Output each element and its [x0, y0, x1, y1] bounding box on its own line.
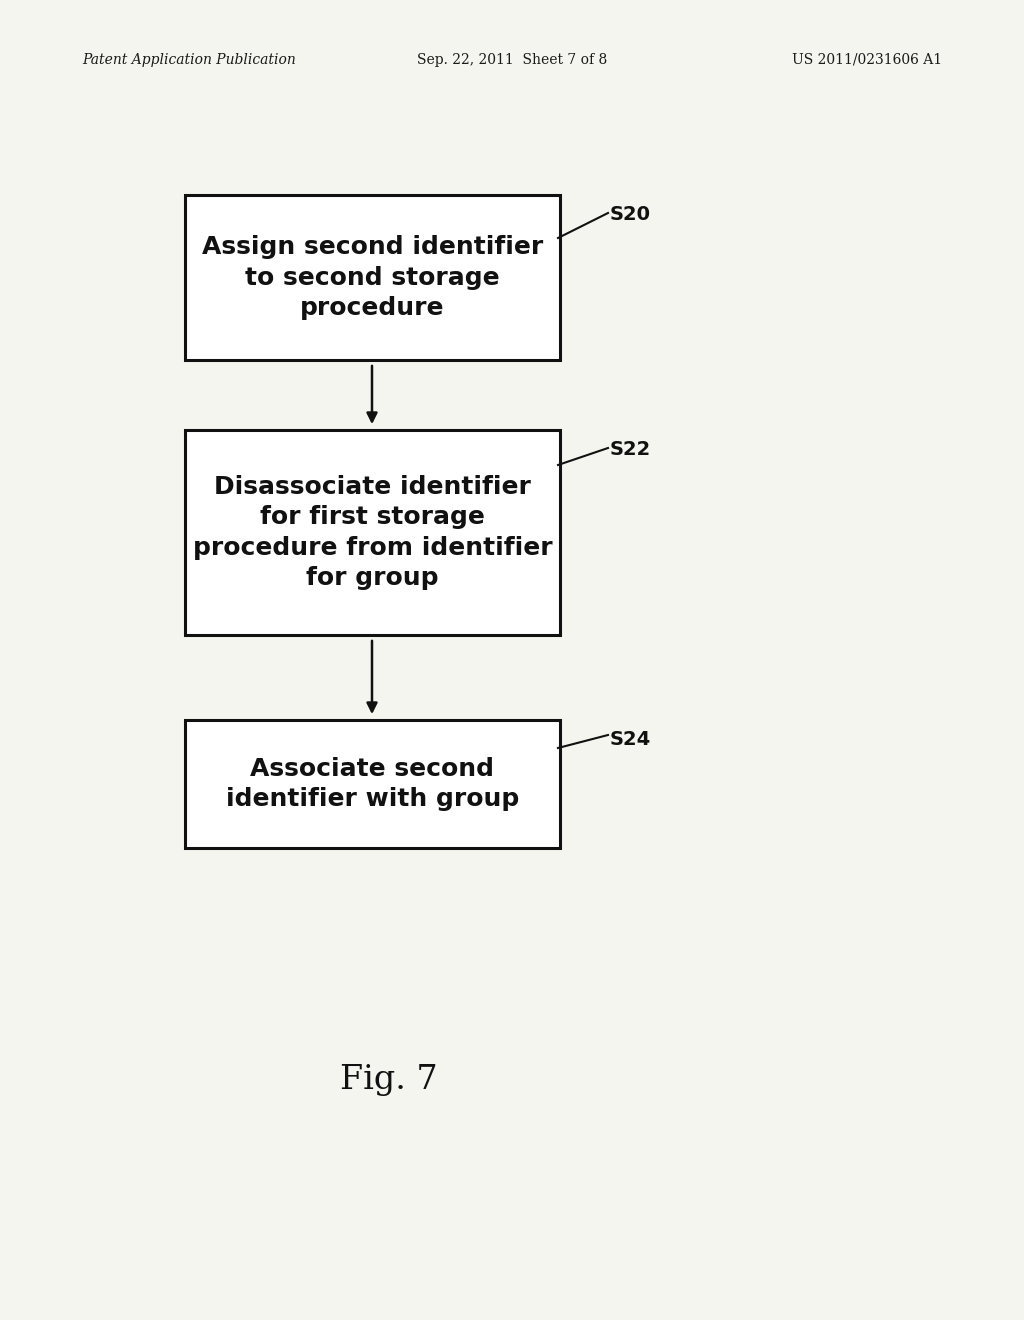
Text: S22: S22 [610, 440, 651, 459]
Text: Patent Application Publication: Patent Application Publication [82, 53, 296, 67]
Text: Assign second identifier
to second storage
procedure: Assign second identifier to second stora… [202, 235, 543, 321]
Bar [185, 719, 560, 847]
Bar [185, 195, 560, 360]
Bar [185, 430, 560, 635]
Text: S24: S24 [610, 730, 651, 748]
Text: S20: S20 [610, 205, 651, 224]
Text: Sep. 22, 2011  Sheet 7 of 8: Sep. 22, 2011 Sheet 7 of 8 [417, 53, 607, 67]
Text: Associate second
identifier with group: Associate second identifier with group [226, 756, 519, 812]
Text: Disassociate identifier
for first storage
procedure from identifier
for group: Disassociate identifier for first storag… [193, 474, 552, 590]
Text: US 2011/0231606 A1: US 2011/0231606 A1 [792, 53, 942, 67]
Text: Fig. 7: Fig. 7 [340, 1064, 438, 1096]
